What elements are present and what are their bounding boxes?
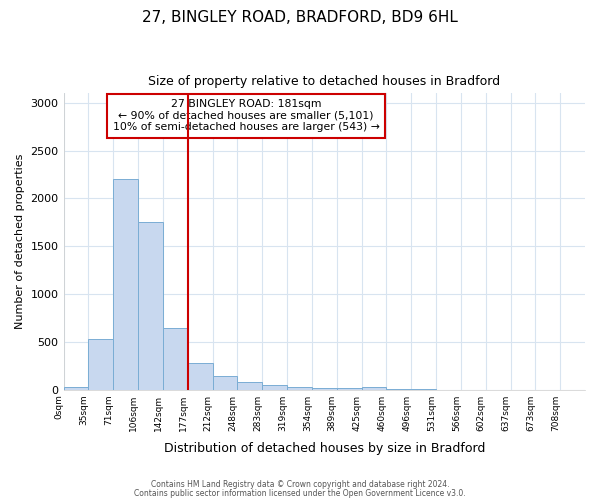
Text: 27, BINGLEY ROAD, BRADFORD, BD9 6HL: 27, BINGLEY ROAD, BRADFORD, BD9 6HL <box>142 10 458 25</box>
Bar <box>88 340 113 390</box>
Text: Contains public sector information licensed under the Open Government Licence v3: Contains public sector information licen… <box>134 488 466 498</box>
Bar <box>64 387 88 390</box>
Title: Size of property relative to detached houses in Bradford: Size of property relative to detached ho… <box>148 75 500 88</box>
Bar <box>238 382 262 390</box>
Bar <box>163 328 188 390</box>
Y-axis label: Number of detached properties: Number of detached properties <box>15 154 25 329</box>
Bar <box>312 388 337 390</box>
Text: Contains HM Land Registry data © Crown copyright and database right 2024.: Contains HM Land Registry data © Crown c… <box>151 480 449 489</box>
Bar <box>188 364 212 390</box>
Bar <box>138 222 163 390</box>
Bar <box>212 376 238 390</box>
Bar <box>287 387 312 390</box>
X-axis label: Distribution of detached houses by size in Bradford: Distribution of detached houses by size … <box>164 442 485 455</box>
Bar <box>362 387 386 390</box>
Text: 27 BINGLEY ROAD: 181sqm
← 90% of detached houses are smaller (5,101)
10% of semi: 27 BINGLEY ROAD: 181sqm ← 90% of detache… <box>113 100 379 132</box>
Bar <box>113 180 138 390</box>
Bar <box>337 388 362 390</box>
Bar <box>262 386 287 390</box>
